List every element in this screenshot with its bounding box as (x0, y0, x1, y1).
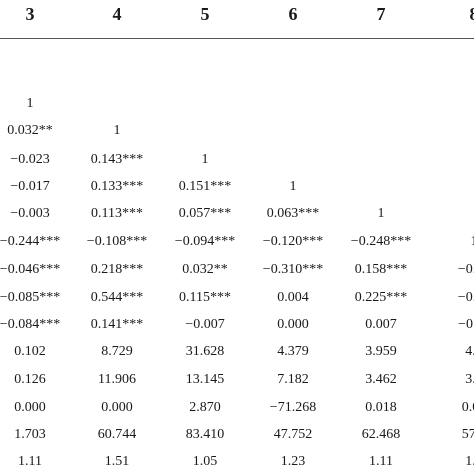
table-cell: 1 (470, 234, 474, 249)
column-header: 3 (25, 4, 35, 24)
table-cell: 1.1 (465, 454, 474, 469)
table-cell: 1.703 (14, 427, 46, 442)
table-cell: −0.046*** (0, 262, 61, 277)
table-cell: −0.094*** (174, 234, 236, 249)
table-cell: 0.544*** (90, 290, 144, 305)
table-cell: −0.120*** (262, 234, 324, 249)
table-cell: 1.05 (192, 454, 218, 469)
table-cell: 60.744 (97, 427, 137, 442)
table-cell: 0.057*** (178, 206, 232, 221)
table-cell: 4.5 (465, 344, 474, 359)
table-cell: 1 (201, 152, 209, 167)
table-cell: 47.752 (273, 427, 313, 442)
column-header: 5 (200, 4, 210, 24)
table-cell: 0.143*** (90, 152, 144, 167)
table-cell: 2.870 (189, 400, 221, 415)
table-cell: −0.310*** (262, 262, 324, 277)
table-cell: 0.141*** (90, 317, 144, 332)
table-cell: −0.007 (185, 317, 225, 332)
table-cell: 0.000 (101, 400, 133, 415)
table-cell: −0.30 (457, 290, 474, 305)
table-cell: 0.000 (277, 317, 309, 332)
table-cell: −0.248*** (350, 234, 412, 249)
table-cell: 1.51 (104, 454, 130, 469)
table-cell: 62.468 (361, 427, 401, 442)
table-cell: 0.032** (182, 262, 228, 277)
table-cell: 57.3 (461, 427, 474, 442)
table-cell: 1.11 (18, 454, 42, 469)
table-cell: 0.032** (7, 123, 53, 138)
table-cell: 8.729 (101, 344, 133, 359)
table-cell: 0.126 (14, 372, 46, 387)
header-rule (0, 38, 474, 39)
table-cell: 3.959 (365, 344, 397, 359)
table-cell: −0.023 (10, 152, 50, 167)
table-cell: 0.158*** (354, 262, 408, 277)
table-cell: 4.379 (277, 344, 309, 359)
table-cell: 0.004 (277, 290, 309, 305)
table-cell: −0.20 (457, 262, 474, 277)
table-cell: 1 (289, 179, 297, 194)
table-cell: 1 (377, 206, 385, 221)
table-cell: 0.151*** (178, 179, 232, 194)
table-cell: −0.017 (10, 179, 50, 194)
table-cell: 0.000 (14, 400, 46, 415)
column-header: 7 (376, 4, 386, 24)
table-cell: −71.268 (269, 400, 317, 415)
table-cell: 0.063*** (266, 206, 320, 221)
column-header: 4 (112, 4, 122, 24)
table-cell: 3.7 (465, 372, 474, 387)
table-cell: 13.145 (185, 372, 225, 387)
table-cell: 1.11 (369, 454, 393, 469)
table-cell: −0.085*** (0, 290, 61, 305)
column-header: 8 (469, 4, 474, 24)
table-cell: 0.225*** (354, 290, 408, 305)
table-cell: 0.102 (14, 344, 46, 359)
table-cell: −0.11 (458, 317, 474, 332)
table-cell: 0.018 (365, 400, 397, 415)
table-cell: −0.003 (10, 206, 50, 221)
table-cell: 1 (113, 123, 121, 138)
table-cell: 0.218*** (90, 262, 144, 277)
table-cell: 83.410 (185, 427, 225, 442)
table-cell: −0.244*** (0, 234, 61, 249)
column-header: 6 (288, 4, 298, 24)
table-cell: 1.23 (280, 454, 306, 469)
table-cell: 0.133*** (90, 179, 144, 194)
table-cell: 0.113*** (91, 206, 143, 221)
table-cell: 1 (26, 96, 34, 111)
table-cell: −0.108*** (86, 234, 148, 249)
table-cell: 0.007 (365, 317, 397, 332)
table-cell: 7.182 (277, 372, 309, 387)
table-cell: 0.115*** (179, 290, 231, 305)
table-cell: 3.462 (365, 372, 397, 387)
table-cell: −0.084*** (0, 317, 61, 332)
table-cell: 11.906 (98, 372, 136, 387)
table-cell: 0.00 (461, 400, 474, 415)
table-cell: 31.628 (185, 344, 225, 359)
